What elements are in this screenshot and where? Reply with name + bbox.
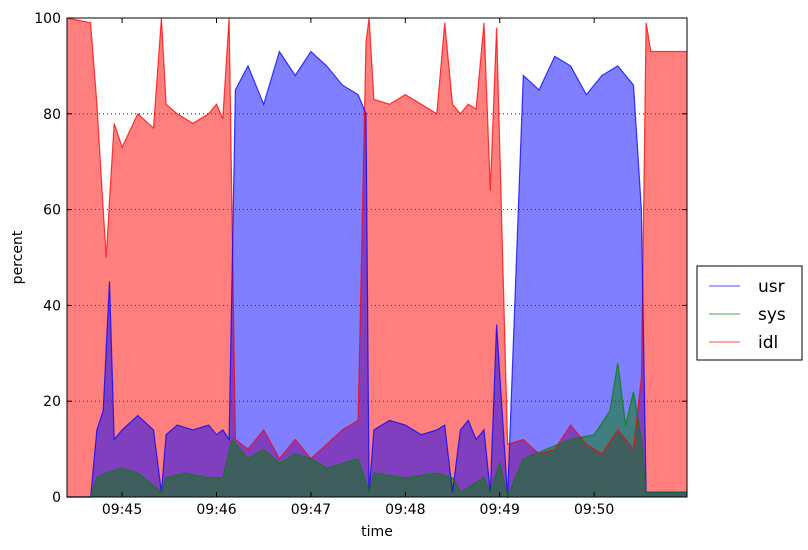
legend-box: [696, 265, 803, 361]
legend: usr sys idl: [696, 265, 803, 361]
x-tick-label: 09:47: [291, 502, 331, 518]
y-tick-label: 40: [43, 298, 61, 314]
x-tick-label: 09:50: [574, 502, 614, 518]
x-tick-label: 09:48: [385, 502, 425, 518]
plot-areas: [67, 18, 687, 497]
legend-label-usr: usr: [758, 277, 785, 297]
y-tick-label: 0: [52, 490, 61, 506]
x-axis-label: time: [361, 524, 393, 540]
legend-label-sys: sys: [758, 305, 786, 325]
legend-label-idl: idl: [758, 333, 778, 353]
area-sys: [67, 362, 687, 497]
x-tick-label: 09:46: [196, 502, 236, 518]
x-tick-label: 09:45: [102, 502, 142, 518]
line-usr: [67, 50, 687, 498]
y-tick-label: 80: [43, 107, 61, 123]
axis-ticks: 0 20 40 60 80 100 09:45 09:46 09:47 09:48 09:49 09:…: [34, 11, 687, 518]
area-idl: [67, 18, 687, 497]
plot-frame: [66, 17, 688, 498]
y-tick-label: 60: [43, 203, 61, 219]
y-tick-label: 20: [43, 394, 61, 410]
line-sys: [67, 362, 687, 499]
y-axis-label: percent: [10, 230, 26, 284]
area-usr: [67, 51, 687, 497]
x-tick-label: 09:49: [480, 502, 520, 518]
y-tick-label: 100: [34, 11, 61, 27]
